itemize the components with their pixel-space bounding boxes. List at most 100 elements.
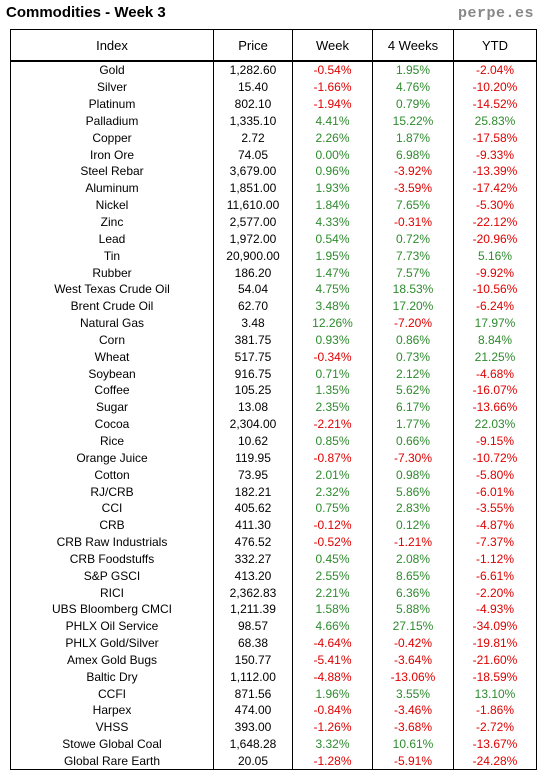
cell-index: RICI	[10, 584, 214, 601]
table-row: Palladium 1,335.10 4.41% 15.22% 25.83%	[10, 112, 537, 130]
cell-price: 2,577.00	[213, 213, 293, 231]
cell-index: Wheat	[10, 348, 214, 366]
cell-index: Rubber	[10, 264, 214, 281]
table-row: CCFI 871.56 1.96% 3.55% 13.10%	[10, 685, 537, 703]
cell-4-weeks: -7.20%	[372, 314, 454, 332]
cell-price: 54.04	[213, 280, 293, 298]
cell-index: Brent Crude Oil	[10, 297, 214, 315]
cell-index: Global Rare Earth	[10, 752, 214, 770]
cell-ytd: -10.72%	[453, 449, 537, 467]
cell-ytd: -2.20%	[453, 584, 537, 601]
cell-4-weeks: 0.98%	[372, 466, 454, 484]
cell-4-weeks: 27.15%	[372, 617, 454, 635]
cell-4-weeks: 7.57%	[372, 264, 454, 281]
cell-week: 2.21%	[292, 584, 373, 601]
cell-ytd: -17.58%	[453, 129, 537, 147]
column-header-ytd: YTD	[453, 29, 537, 62]
cell-price: 1,972.00	[213, 230, 293, 248]
cell-week: -1.66%	[292, 78, 373, 96]
cell-week: 4.75%	[292, 280, 373, 298]
cell-ytd: 8.84%	[453, 331, 537, 349]
cell-ytd: -10.56%	[453, 280, 537, 298]
cell-index: Stowe Global Coal	[10, 735, 214, 753]
cell-4-weeks: -3.68%	[372, 718, 454, 736]
cell-4-weeks: -3.46%	[372, 702, 454, 719]
cell-week: -1.94%	[292, 95, 373, 113]
cell-4-weeks: 1.95%	[372, 61, 454, 79]
cell-week: 3.32%	[292, 735, 373, 753]
cell-index: CRB Raw Industrials	[10, 533, 214, 551]
cell-index: Tin	[10, 247, 214, 265]
cell-index: Cotton	[10, 466, 214, 484]
table-row: Nickel 11,610.00 1.84% 7.65% -5.30%	[10, 196, 537, 214]
cell-ytd: 25.83%	[453, 112, 537, 130]
cell-index: VHSS	[10, 718, 214, 736]
cell-4-weeks: 0.73%	[372, 348, 454, 366]
table-row: RICI 2,362.83 2.21% 6.36% -2.20%	[10, 584, 537, 601]
table-row: CRB 411.30 -0.12% 0.12% -4.87%	[10, 516, 537, 534]
cell-ytd: -6.01%	[453, 483, 537, 500]
table-row: Zinc 2,577.00 4.33% -0.31% -22.12%	[10, 213, 537, 231]
cell-ytd: -20.96%	[453, 230, 537, 248]
cell-price: 119.95	[213, 449, 293, 467]
table-row: PHLX Oil Service 98.57 4.66% 27.15% -34.09%	[10, 617, 537, 635]
cell-week: -4.64%	[292, 634, 373, 652]
site-watermark: perpe.es	[457, 5, 534, 22]
cell-ytd: -13.66%	[453, 398, 537, 416]
cell-week: -1.28%	[292, 752, 373, 770]
cell-4-weeks: -5.91%	[372, 752, 454, 770]
cell-price: 98.57	[213, 617, 293, 635]
cell-ytd: -14.52%	[453, 95, 537, 113]
cell-index: Coffee	[10, 382, 214, 399]
cell-week: 1.93%	[292, 179, 373, 197]
cell-week: 2.35%	[292, 398, 373, 416]
cell-ytd: -6.24%	[453, 297, 537, 315]
cell-price: 411.30	[213, 516, 293, 534]
table-row: Sugar 13.08 2.35% 6.17% -13.66%	[10, 398, 537, 416]
table-body: Gold 1,282.60 -0.54% 1.95% -2.04% Silver 15.40…	[10, 61, 537, 770]
cell-4-weeks: 6.98%	[372, 146, 454, 164]
cell-4-weeks: 3.55%	[372, 685, 454, 703]
cell-ytd: 5.16%	[453, 247, 537, 265]
table-row: Amex Gold Bugs 150.77 -5.41% -3.64% -21.60%	[10, 651, 537, 669]
cell-ytd: -4.93%	[453, 601, 537, 618]
cell-price: 1,211.39	[213, 601, 293, 618]
cell-index: Natural Gas	[10, 314, 214, 332]
cell-price: 1,851.00	[213, 179, 293, 197]
table-header-row: Index Price Week 4 Weeks YTD	[10, 29, 537, 62]
cell-4-weeks: 10.61%	[372, 735, 454, 753]
table-row: Stowe Global Coal 1,648.28 3.32% 10.61% -13.…	[10, 735, 537, 753]
cell-week: 0.00%	[292, 146, 373, 164]
cell-index: Steel Rebar	[10, 163, 214, 180]
cell-4-weeks: 0.72%	[372, 230, 454, 248]
cell-week: 0.54%	[292, 230, 373, 248]
cell-week: 3.48%	[292, 297, 373, 315]
column-header-week: Week	[292, 29, 373, 62]
cell-week: 1.58%	[292, 601, 373, 618]
cell-price: 1,648.28	[213, 735, 293, 753]
cell-4-weeks: 2.83%	[372, 499, 454, 517]
cell-price: 871.56	[213, 685, 293, 703]
cell-ytd: -2.04%	[453, 61, 537, 79]
cell-4-weeks: -1.21%	[372, 533, 454, 551]
cell-price: 916.75	[213, 365, 293, 383]
table-row: Orange Juice 119.95 -0.87% -7.30% -10.72%	[10, 449, 537, 467]
cell-ytd: -4.87%	[453, 516, 537, 534]
cell-price: 405.62	[213, 499, 293, 517]
cell-price: 1,335.10	[213, 112, 293, 130]
table-row: Brent Crude Oil 62.70 3.48% 17.20% -6.24%	[10, 297, 537, 315]
cell-price: 476.52	[213, 533, 293, 551]
cell-ytd: -3.55%	[453, 499, 537, 517]
cell-index: Platinum	[10, 95, 214, 113]
cell-week: -5.41%	[292, 651, 373, 669]
page-title: Commodities - Week 3	[6, 4, 166, 21]
cell-price: 10.62	[213, 432, 293, 450]
cell-index: CRB Foodstuffs	[10, 550, 214, 568]
cell-4-weeks: 6.36%	[372, 584, 454, 601]
table-row: CRB Raw Industrials 476.52 -0.52% -1.21% -7.…	[10, 533, 537, 551]
cell-4-weeks: 7.73%	[372, 247, 454, 265]
cell-week: 0.85%	[292, 432, 373, 450]
cell-4-weeks: 7.65%	[372, 196, 454, 214]
cell-week: -0.52%	[292, 533, 373, 551]
header: Commodities - Week 3 perpe.es	[0, 0, 544, 28]
